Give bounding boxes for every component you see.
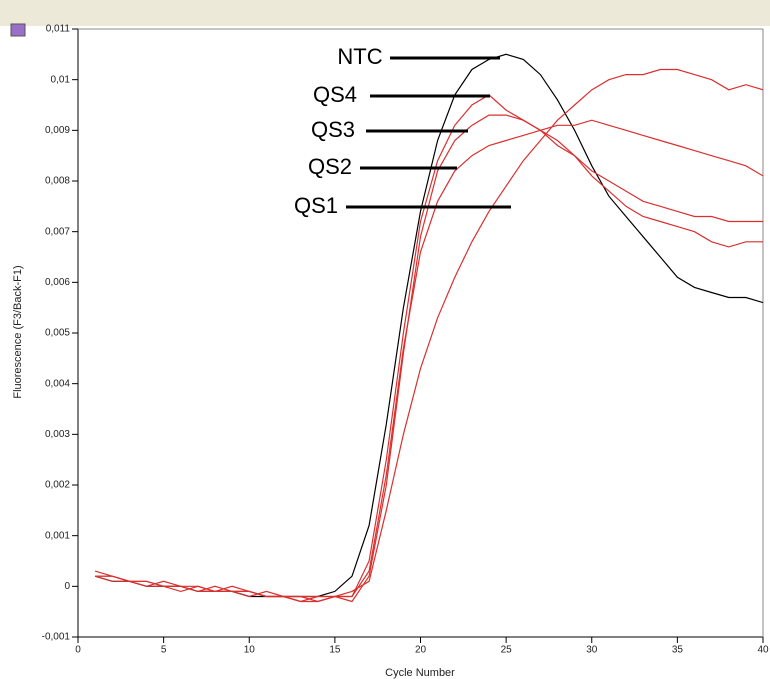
y-tick-label: 0,008 <box>45 176 70 187</box>
window-bar <box>0 0 770 26</box>
y-tick-label: 0,009 <box>45 125 70 136</box>
y-axis-label: Fluorescence (F3/Back-F1) <box>12 265 24 398</box>
x-tick-label: 15 <box>329 645 341 656</box>
y-tick-label: 0,001 <box>45 530 70 541</box>
series-annotation: QS2 <box>308 154 352 179</box>
x-tick-label: 30 <box>586 645 598 656</box>
y-tick-label: 0,005 <box>45 328 70 339</box>
y-tick-label: 0,007 <box>45 226 70 237</box>
y-tick-label: 0,011 <box>46 24 71 35</box>
x-tick-label: 0 <box>75 645 81 656</box>
window-icon <box>10 23 26 37</box>
y-tick-label: 0,004 <box>45 378 70 389</box>
x-tick-label: 20 <box>415 645 427 656</box>
y-tick-label: 0,003 <box>45 429 70 440</box>
y-tick-label: 0,002 <box>45 480 70 491</box>
series-annotation: NTC <box>337 44 382 69</box>
y-tick-label: -0,001 <box>42 632 71 643</box>
y-tick-label: 0,006 <box>45 277 70 288</box>
y-tick-label: 0 <box>64 581 70 592</box>
x-tick-label: 10 <box>244 645 256 656</box>
series-line <box>95 68 764 598</box>
series-annotation: QS4 <box>313 82 357 107</box>
x-axis-label: Cycle Number <box>385 667 455 679</box>
x-tick-label: 25 <box>501 645 513 656</box>
x-tick-label: 35 <box>672 645 684 656</box>
y-tick-label: 0,01 <box>51 74 71 85</box>
series-annotation: QS3 <box>311 117 355 142</box>
series-line <box>94 119 764 603</box>
x-tick-label: 40 <box>757 645 769 656</box>
series-annotation: QS1 <box>294 193 338 218</box>
x-tick-label: 5 <box>161 645 167 656</box>
